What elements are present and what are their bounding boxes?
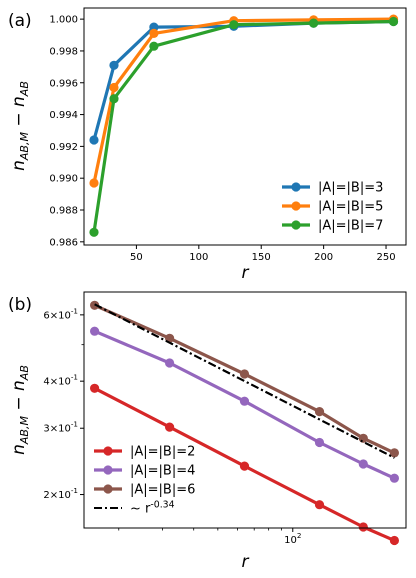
legend-label: |A|=|B|=6 xyxy=(130,483,195,498)
data-point-b-1 xyxy=(389,473,399,483)
series-line-a-1 xyxy=(92,17,394,184)
panel-b-y-axis-label: nAB,M − nAB xyxy=(9,365,31,455)
y-tick-label: 0.992 xyxy=(49,142,78,153)
panel-a-plot-frame xyxy=(83,7,407,246)
legend-label: |A|=|B|=3 xyxy=(318,181,383,196)
series-line-a-0 xyxy=(92,19,394,141)
data-point-b-0 xyxy=(90,383,100,393)
x-tick-label: 200 xyxy=(314,252,333,263)
panel-b: (b) 102 2×10-1 3×10-1 4×10-1 6×10-1 |A|=|B|=2… xyxy=(8,291,407,572)
legend-label: |A|=|B|=4 xyxy=(130,464,195,479)
panel-a-label: (a) xyxy=(8,11,32,31)
series-line-b-1 xyxy=(93,329,396,480)
panel-a-y-axis-label: nAB,M − nAB xyxy=(9,81,31,171)
legend-label: |A|=|B|=5 xyxy=(318,200,383,215)
panel-a-x-axis-label: r xyxy=(242,263,250,283)
panel-b-x-axis-label: r xyxy=(242,552,250,572)
y-tick-label: 2×10-1 xyxy=(43,486,78,501)
x-tick-label: 250 xyxy=(376,252,395,263)
data-point-b-1 xyxy=(239,396,250,406)
panel-a: (a) 50 100 150 200 250 0.986 0.988 0.990 0.992 0.… xyxy=(8,7,407,283)
y-tick-label: 0.996 xyxy=(49,78,78,89)
legend-marker xyxy=(103,446,113,456)
data-point-a-1 xyxy=(109,82,119,93)
y-tick-label: 0.998 xyxy=(49,46,78,57)
data-point-a-2 xyxy=(89,227,99,237)
data-point-b-2 xyxy=(239,369,250,379)
y-tick-label: 1.000 xyxy=(49,15,78,26)
y-tick-label: 0.988 xyxy=(49,206,78,217)
data-point-b-0 xyxy=(358,522,368,532)
y-tick-label: 6×10-1 xyxy=(43,306,78,321)
data-point-b-1 xyxy=(358,459,368,469)
y-tick-label: 3×10-1 xyxy=(43,420,78,435)
reference-line-overlay xyxy=(94,303,395,459)
panel-b-plot-frame xyxy=(83,291,407,529)
data-point-a-1 xyxy=(89,178,99,188)
legend-a: |A|=|B|=3 |A|=|B|=5 |A|=|B|=7 xyxy=(282,181,383,234)
legend-marker xyxy=(291,201,301,211)
data-point-b-0 xyxy=(165,422,175,432)
data-point-a-0 xyxy=(149,22,159,32)
legend-label: |A|=|B|=7 xyxy=(318,219,383,234)
y-tick-label: 0.990 xyxy=(49,174,78,185)
x-tick-label: 150 xyxy=(252,252,271,263)
data-point-a-0 xyxy=(109,60,119,70)
x-tick-label: 102 xyxy=(284,531,301,546)
data-point-b-1 xyxy=(165,358,175,368)
data-point-b-1 xyxy=(90,326,100,336)
y-tick-label: 0.986 xyxy=(49,237,78,248)
data-point-b-1 xyxy=(314,437,325,448)
legend-marker xyxy=(291,220,301,230)
legend-marker xyxy=(291,182,301,192)
panel-b-label: (b) xyxy=(8,295,32,315)
y-tick-label: 4×10-1 xyxy=(43,373,78,388)
legend-label: ~ r-0.34 xyxy=(130,500,175,517)
series-line-b-0 xyxy=(93,386,396,542)
data-point-b-2 xyxy=(314,407,325,417)
data-point-a-2 xyxy=(109,94,119,104)
legend-b: |A|=|B|=2 |A|=|B|=4 |A|=|B|=6 ~ r-0.34 xyxy=(94,445,195,517)
y-tick-label: 0.994 xyxy=(49,110,78,121)
data-point-a-2 xyxy=(388,16,399,27)
legend-marker xyxy=(103,484,113,494)
data-point-a-1 xyxy=(149,28,159,38)
data-point-a-0 xyxy=(89,135,99,145)
data-point-b-2 xyxy=(389,448,399,458)
data-point-b-2 xyxy=(358,433,368,443)
legend-marker xyxy=(103,465,113,475)
series-line-a-2 xyxy=(92,19,394,233)
x-tick-label: 50 xyxy=(130,252,143,263)
x-tick-label: 100 xyxy=(189,252,208,263)
data-point-b-0 xyxy=(314,500,325,510)
data-point-a-2 xyxy=(309,18,319,28)
data-point-a-2 xyxy=(229,20,239,30)
series-line-b-2 xyxy=(93,303,396,455)
data-point-b-0 xyxy=(239,461,250,471)
data-point-b-0 xyxy=(389,535,399,546)
data-point-a-2 xyxy=(149,41,159,51)
legend-label: |A|=|B|=2 xyxy=(130,445,195,460)
